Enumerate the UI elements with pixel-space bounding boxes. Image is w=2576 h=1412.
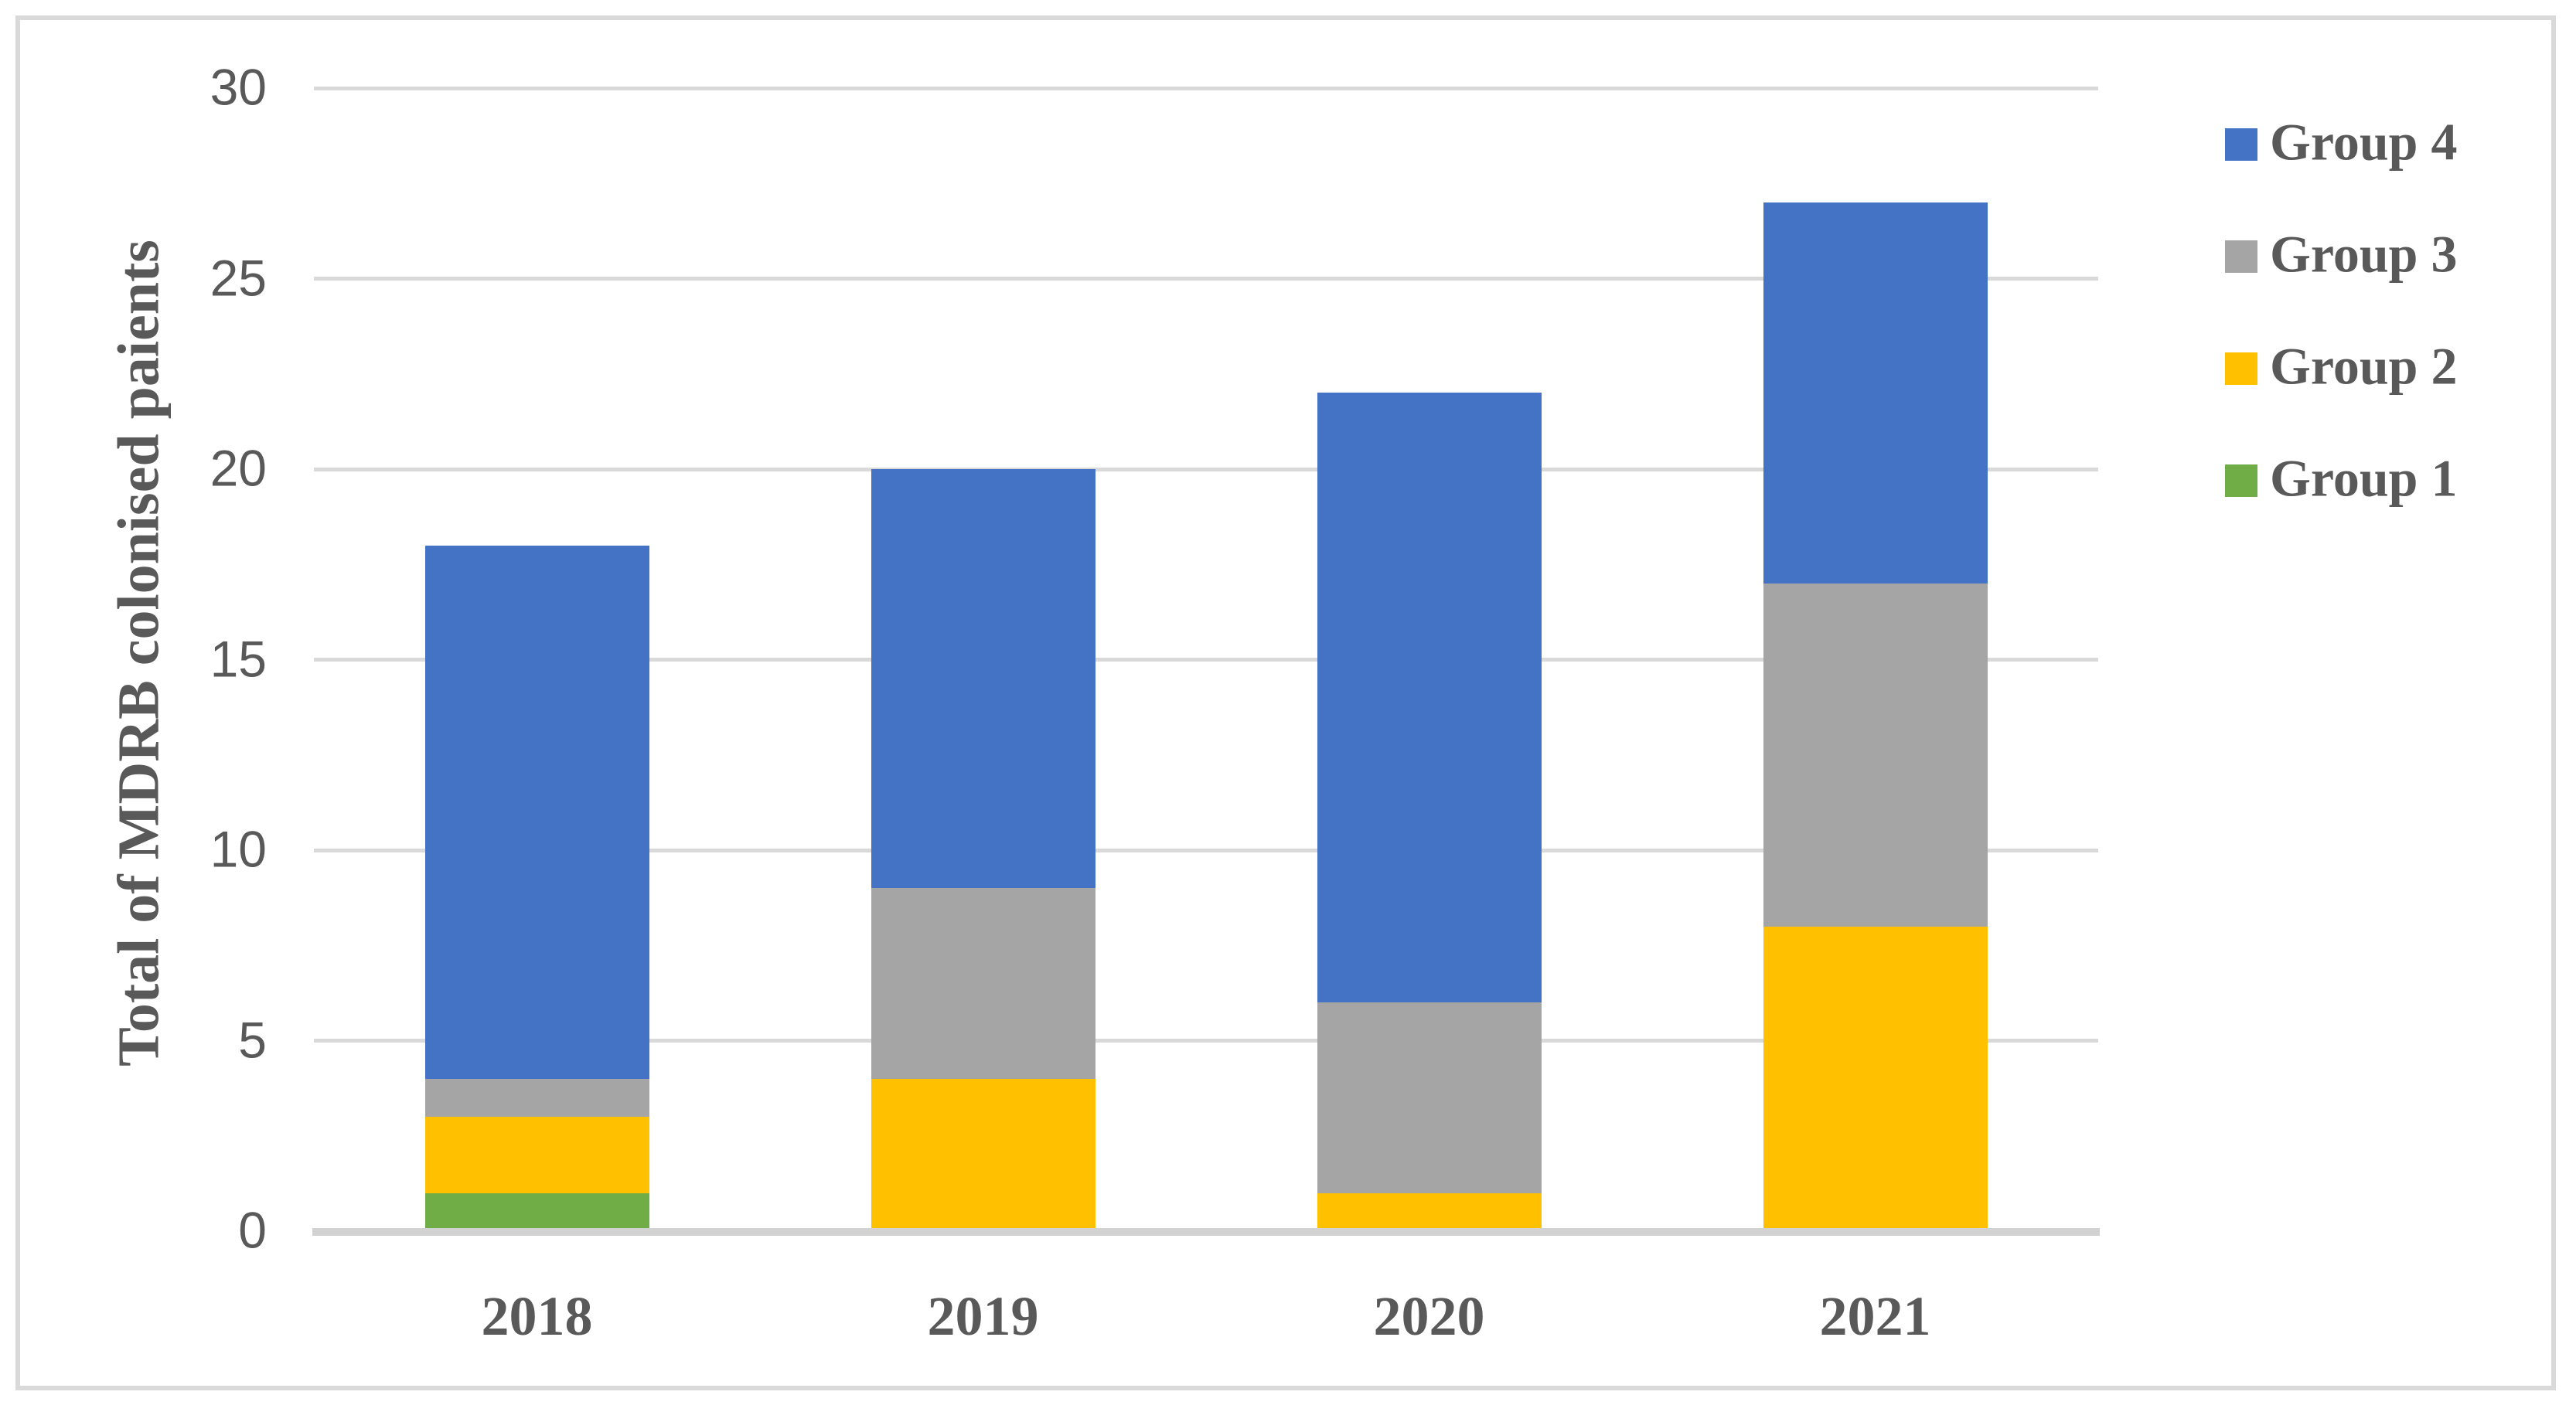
x-label-2018: 2018 <box>481 1285 593 1347</box>
gridline-10 <box>314 848 2098 852</box>
y-tick-label-25: 25 <box>210 248 267 306</box>
bar-segment-2020-group-2 <box>1317 1193 1542 1231</box>
bar-segment-2018-group-3 <box>424 1078 649 1118</box>
y-tick-label-30: 30 <box>210 58 267 116</box>
bar-segment-2018-group-2 <box>424 1117 649 1193</box>
gridline-15 <box>314 658 2098 662</box>
bar-segment-2019-group-2 <box>871 1078 1095 1231</box>
x-label-2020: 2020 <box>1373 1285 1485 1347</box>
y-tick-label-20: 20 <box>210 439 267 497</box>
bar-segment-2021-group-4 <box>1763 202 1988 584</box>
bar-segment-2021-group-3 <box>1763 583 1988 927</box>
legend-swatch-group-1 <box>2225 464 2257 497</box>
figure-border <box>15 15 2556 1390</box>
legend-label-group-1: Group 1 <box>2270 448 2458 508</box>
legend-swatch-group-3 <box>2225 240 2257 273</box>
y-tick-label-10: 10 <box>210 820 267 878</box>
legend-label-group-4: Group 4 <box>2270 112 2458 172</box>
y-tick-label-15: 15 <box>210 629 267 687</box>
x-axis-line <box>312 1228 2100 1236</box>
legend-label-group-2: Group 2 <box>2270 336 2458 396</box>
bar-segment-2020-group-4 <box>1317 393 1542 1003</box>
x-label-2019: 2019 <box>927 1285 1039 1347</box>
x-label-2021: 2021 <box>1819 1285 1931 1347</box>
bar-segment-2018-group-1 <box>424 1193 649 1231</box>
gridline-25 <box>314 277 2098 281</box>
legend-swatch-group-4 <box>2225 128 2257 161</box>
bar-segment-2019-group-3 <box>871 888 1095 1079</box>
bar-segment-2018-group-4 <box>424 545 649 1079</box>
gridline-5 <box>314 1039 2098 1043</box>
y-tick-label-5: 5 <box>238 1010 267 1068</box>
legend-swatch-group-2 <box>2225 352 2257 385</box>
bar-segment-2020-group-3 <box>1317 1002 1542 1193</box>
bar-segment-2019-group-4 <box>871 469 1095 889</box>
y-tick-label-0: 0 <box>238 1201 267 1259</box>
bar-segment-2021-group-2 <box>1763 926 1988 1231</box>
legend-label-group-3: Group 3 <box>2270 224 2458 284</box>
gridline-20 <box>314 467 2098 471</box>
gridline-30 <box>314 86 2098 90</box>
